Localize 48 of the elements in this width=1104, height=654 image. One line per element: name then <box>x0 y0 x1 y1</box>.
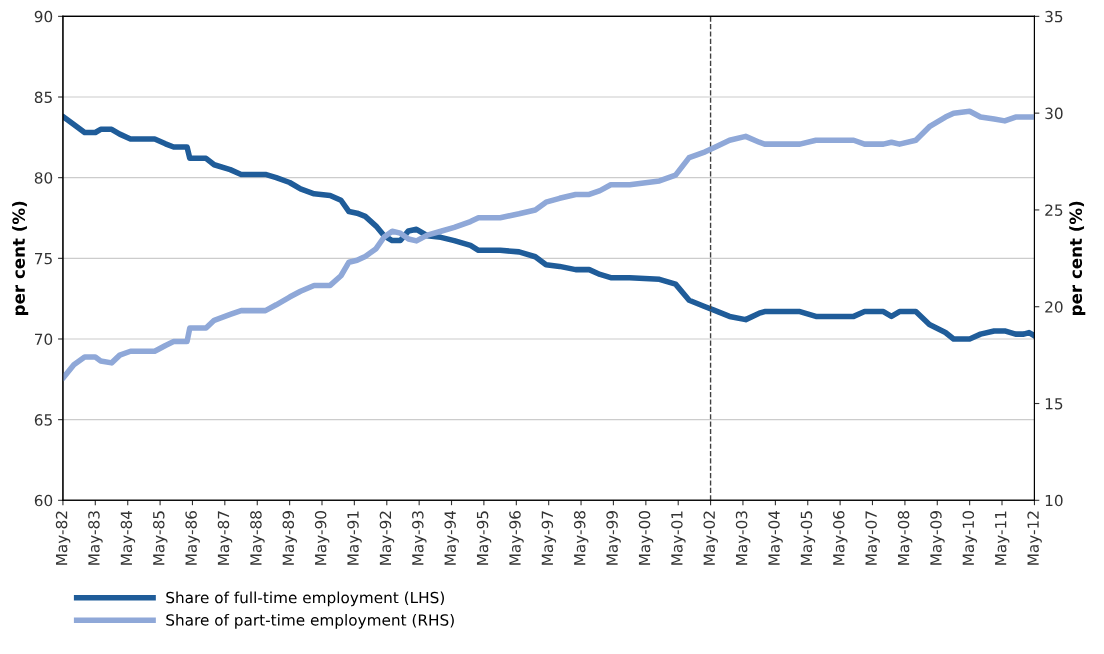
x-tick-label: May-05 <box>800 511 816 565</box>
y-tick-label: 85 <box>34 91 52 104</box>
x-tick-label: May-89 <box>282 511 298 565</box>
x-tick-label: May-97 <box>541 511 557 565</box>
legend-label: Share of full-time employment (LHS) <box>166 591 444 607</box>
x-tick-label: May-84 <box>120 510 136 565</box>
y2-tick-label: 10 <box>1045 494 1063 507</box>
y-tick-label: 70 <box>35 333 53 346</box>
y2-axis-title: per cent (%) <box>1069 201 1086 315</box>
x-tick-label: May-03 <box>735 511 751 565</box>
y2-tick-label: 35 <box>1045 10 1063 23</box>
x-tick-label: May-99 <box>606 511 621 565</box>
x-tick-label: May-08 <box>897 511 913 565</box>
x-tick-label: May-98 <box>573 511 589 565</box>
x-tick-label: May-00 <box>638 511 654 565</box>
y2-tick-label: 25 <box>1045 204 1063 216</box>
x-tick-label: May-11 <box>995 511 1010 565</box>
x-tick-label: May-01 <box>671 511 686 565</box>
x-tick-label: May-12 <box>1027 511 1042 565</box>
x-tick-label: May-83 <box>88 511 103 565</box>
y-tick-label: 65 <box>34 414 52 426</box>
x-tick-label: May-93 <box>412 511 427 565</box>
x-tick-label: May-87 <box>217 511 233 565</box>
legend-label: Share of part-time employment (RHS) <box>166 613 454 629</box>
x-tick-label: May-04 <box>768 510 783 565</box>
y-axis-title: per cent (%) <box>12 201 29 315</box>
x-tick-label: May-02 <box>703 511 718 565</box>
x-tick-label: May-82 <box>55 511 71 565</box>
y2-tick-label: 20 <box>1045 301 1063 313</box>
x-tick-label: May-86 <box>185 511 200 565</box>
y-tick-label: 80 <box>34 172 53 184</box>
x-tick-label: May-07 <box>865 511 880 565</box>
x-tick-label: May-10 <box>962 511 978 565</box>
x-tick-label: May-92 <box>379 511 395 565</box>
x-tick-label: May-90 <box>314 511 330 565</box>
x-tick-label: May-94 <box>444 510 459 565</box>
x-tick-label: May-88 <box>250 511 265 565</box>
y2-tick-label: 30 <box>1045 107 1063 120</box>
y2-tick-label: 15 <box>1045 398 1063 410</box>
y-tick-label: 75 <box>35 253 52 265</box>
y-tick-label: 60 <box>34 494 53 507</box>
x-tick-label: May-85 <box>152 511 168 565</box>
y-tick-label: 90 <box>34 10 53 23</box>
x-tick-label: May-06 <box>832 511 848 565</box>
x-tick-label: May-91 <box>347 511 362 565</box>
x-tick-label: May-95 <box>476 511 492 565</box>
x-tick-label: May-09 <box>930 511 945 565</box>
x-tick-label: May-96 <box>509 511 524 565</box>
